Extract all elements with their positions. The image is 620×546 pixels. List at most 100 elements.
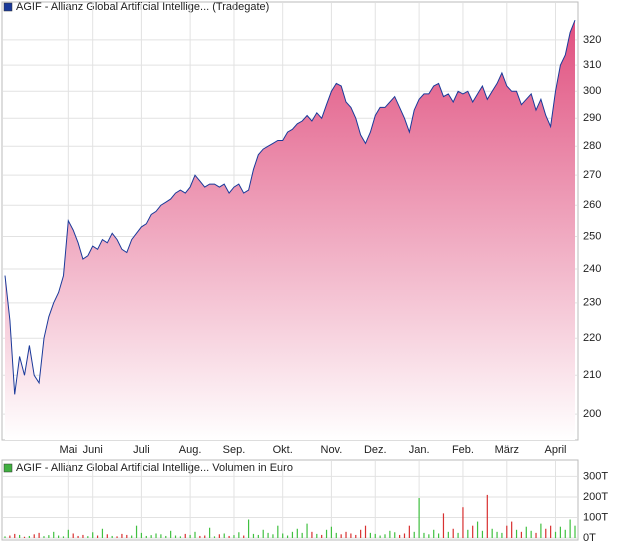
y-tick-label: 0T — [583, 532, 596, 544]
volume-bar — [408, 525, 410, 538]
volume-bar — [247, 519, 250, 538]
volume-bar — [111, 535, 113, 538]
volume-bar — [165, 535, 167, 538]
volume-bar — [209, 527, 211, 538]
volume-bar — [428, 534, 430, 538]
volume-bar — [574, 525, 576, 538]
y-tick-label: 210 — [583, 369, 601, 381]
y-tick-label: 200T — [583, 491, 608, 503]
volume-bar — [92, 532, 94, 538]
y-tick-label: 310 — [583, 59, 601, 71]
area-fill — [5, 20, 575, 440]
y-tick-label: 300 — [583, 85, 601, 97]
volume-bar — [394, 532, 396, 538]
volume-bar — [53, 531, 55, 538]
volume-bar — [38, 532, 40, 538]
volume-bar — [106, 534, 108, 538]
volume-bar — [43, 536, 45, 538]
volume-bar — [199, 535, 201, 538]
volume-bar — [184, 533, 186, 538]
volume-bar — [472, 525, 474, 538]
chart-title: AGIF - Allianz Global Artificial Intelli… — [16, 1, 269, 13]
volume-bar — [87, 536, 89, 538]
volume-bar — [223, 533, 225, 538]
volume-bar — [350, 533, 352, 538]
y-tick-label: 230 — [583, 297, 601, 309]
y-tick-label: 250 — [583, 230, 601, 242]
volume-bar — [486, 494, 488, 538]
volume-bar — [559, 526, 561, 538]
volume-bar — [213, 536, 216, 538]
volume-bar — [554, 531, 557, 538]
volume-bar — [399, 534, 401, 538]
chart-title: AGIF - Allianz Global Artificial Intelli… — [16, 462, 293, 474]
volume-bar — [569, 519, 571, 538]
volume-bar — [9, 535, 11, 538]
volume-bar — [316, 533, 318, 538]
legend-swatch — [3, 2, 13, 12]
volume-bar — [82, 534, 84, 538]
y-tick-label: 240 — [583, 263, 601, 275]
x-tick-label: März — [495, 444, 519, 456]
volume-bar — [369, 532, 371, 538]
volume-bar — [121, 533, 123, 538]
volume-bar — [423, 532, 425, 538]
x-tick-label: Juli — [133, 444, 150, 456]
volume-bar — [28, 535, 30, 538]
volume-bar — [126, 534, 128, 538]
volume-bar — [160, 534, 162, 538]
volume-bar — [233, 535, 235, 538]
volume-bar — [447, 531, 449, 538]
y-tick-label: 280 — [583, 140, 601, 152]
x-tick-label: Juni — [83, 444, 103, 456]
volume-bar — [155, 533, 157, 538]
volume-bar — [501, 532, 503, 538]
volume-bar — [277, 525, 279, 538]
volume-bar — [19, 534, 21, 538]
y-tick-label: 200 — [583, 408, 601, 420]
volume-bar — [218, 534, 220, 538]
volume-bar — [384, 534, 386, 538]
volume-bar — [101, 528, 104, 538]
volume-bar — [116, 536, 118, 538]
volume-bar — [540, 523, 542, 538]
volume-bar — [96, 535, 99, 538]
volume-bar — [335, 532, 337, 538]
x-tick-label: April — [545, 444, 567, 456]
volume-bar — [204, 535, 206, 538]
volume-bar — [496, 531, 498, 538]
volume-bar — [491, 528, 493, 538]
volume-bar — [145, 535, 147, 538]
volume-bar — [306, 523, 308, 538]
volume-bar — [238, 532, 240, 538]
volume-bar — [340, 534, 342, 538]
y-tick-label: 300T — [583, 470, 608, 482]
volume-bar — [257, 534, 259, 538]
volume-bar — [179, 536, 181, 538]
volume-bar — [481, 530, 484, 538]
volume-bar — [228, 535, 230, 538]
volume-bar — [535, 532, 537, 538]
x-tick-label: Aug. — [179, 444, 202, 456]
volume-bar — [194, 531, 196, 538]
volume-bar — [301, 532, 303, 538]
volume-bar — [252, 533, 255, 538]
volume-bar — [564, 529, 566, 538]
volume-bar — [140, 532, 143, 538]
y-tick-label: 220 — [583, 332, 601, 344]
volume-bar — [311, 531, 313, 538]
x-tick-label: Sep. — [223, 444, 246, 456]
volume-bar — [57, 535, 60, 538]
volume-bar — [457, 532, 459, 538]
volume-bar — [330, 526, 333, 538]
volume-bar — [437, 533, 440, 538]
volume-bar — [174, 535, 177, 538]
volume-bar — [4, 536, 6, 538]
volume-bar — [325, 529, 328, 538]
volume-bar — [520, 531, 523, 538]
y-tick-label: 100T — [583, 511, 608, 523]
volume-bar — [321, 534, 323, 538]
x-tick-label: Feb. — [452, 444, 474, 456]
volume-bar — [442, 513, 445, 538]
y-tick-label: 270 — [583, 169, 601, 181]
